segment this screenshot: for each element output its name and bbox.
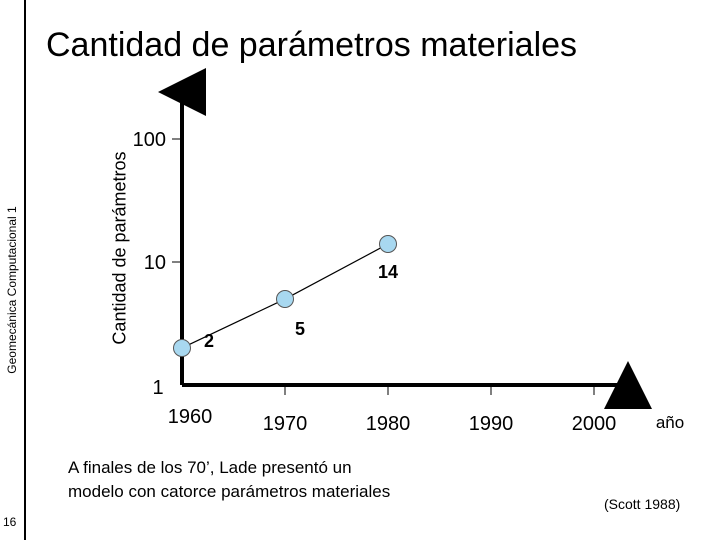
data-label-1980: 14 (378, 262, 398, 282)
source-citation: (Scott 1988) (604, 496, 681, 512)
page-number: 16 (3, 515, 17, 529)
note-line-2: modelo con catorce parámetros materiales (68, 482, 391, 501)
sidebar-divider (24, 0, 26, 540)
x-tick-label-1960: 1960 (168, 406, 213, 428)
x-axis-label: año (656, 413, 684, 432)
x-tick-label-2000: 2000 (572, 413, 617, 435)
data-label-1970: 5 (295, 319, 305, 339)
data-point-1980 (379, 235, 397, 254)
x-tick-label-1990: 1990 (469, 413, 514, 435)
note-line-1: A finales de los 70’, Lade presentó un (68, 458, 352, 477)
data-point-1960 (173, 338, 191, 357)
x-tick-label-1980: 1980 (366, 413, 411, 435)
y-tick-label-100: 100 (133, 129, 166, 151)
slide-title: Cantidad de parámetros materiales (46, 26, 578, 64)
data-label-1960: 2 (204, 331, 214, 351)
data-point-1970 (276, 290, 294, 309)
x-tick-label-1970: 1970 (263, 413, 308, 435)
slide-note: A finales de los 70’, Lade presentó un m… (68, 456, 390, 504)
y-tick-label-1: 1 (152, 377, 163, 399)
y-tick-label-10: 10 (144, 252, 166, 274)
